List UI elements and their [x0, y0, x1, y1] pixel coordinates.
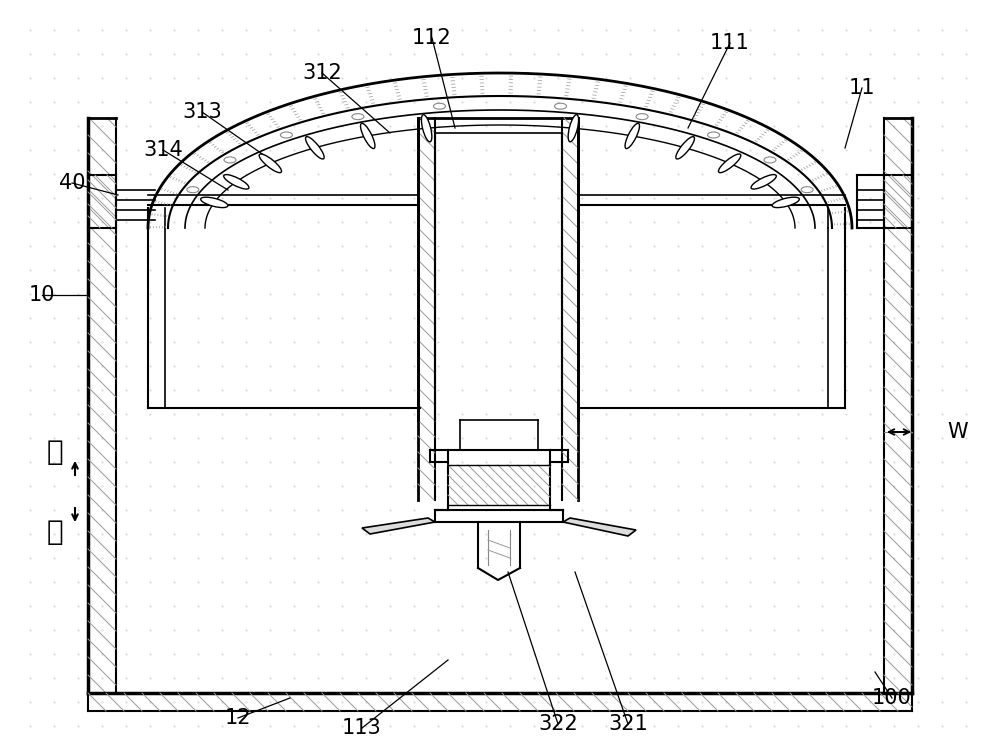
- Ellipse shape: [201, 198, 228, 207]
- Ellipse shape: [306, 136, 324, 159]
- Text: 12: 12: [225, 708, 251, 728]
- Text: 上: 上: [47, 438, 63, 466]
- Polygon shape: [362, 518, 435, 534]
- Ellipse shape: [751, 175, 776, 189]
- Ellipse shape: [421, 115, 432, 142]
- Text: 112: 112: [412, 28, 452, 48]
- Ellipse shape: [259, 154, 282, 173]
- Text: 321: 321: [608, 714, 648, 734]
- Ellipse shape: [676, 136, 694, 159]
- Text: 312: 312: [302, 63, 342, 83]
- Ellipse shape: [224, 175, 249, 189]
- Text: 100: 100: [872, 688, 912, 708]
- Text: 314: 314: [143, 140, 183, 160]
- Text: 322: 322: [538, 714, 578, 734]
- Ellipse shape: [361, 124, 375, 149]
- Text: 40: 40: [59, 173, 85, 193]
- Text: W: W: [948, 422, 968, 442]
- Ellipse shape: [568, 115, 579, 142]
- Text: 10: 10: [29, 285, 55, 305]
- Text: 下: 下: [47, 518, 63, 546]
- Ellipse shape: [772, 198, 799, 207]
- Text: 313: 313: [182, 102, 222, 122]
- Polygon shape: [563, 518, 636, 536]
- Ellipse shape: [718, 154, 741, 173]
- Text: 113: 113: [342, 718, 382, 738]
- Ellipse shape: [625, 124, 639, 149]
- Text: 111: 111: [710, 33, 750, 53]
- Text: 11: 11: [849, 78, 875, 98]
